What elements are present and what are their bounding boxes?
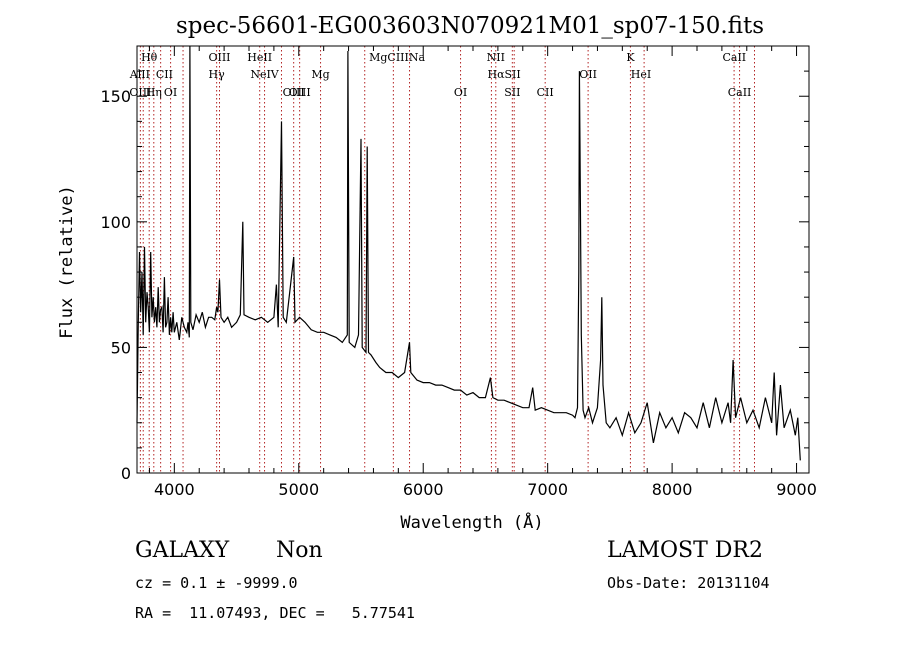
spectral-line-label: NII	[487, 51, 505, 64]
coordinates: RA = 11.07493, DEC = 5.77541	[135, 604, 415, 622]
observation-date: Obs-Date: 20131104	[607, 574, 770, 592]
spectral-line-label: NeIV	[250, 68, 279, 81]
spectral-line-label: CaII	[722, 51, 746, 64]
spectral-line-label: OI	[454, 86, 467, 99]
spectrum-line	[136, 45, 801, 461]
chart-title: spec-56601-EG003603N070921M01_sp07-150.f…	[176, 13, 764, 39]
spectral-line-label: OII	[579, 68, 597, 81]
spectral-line-label: OIII	[208, 51, 230, 64]
x-tick-label: 8000	[652, 480, 693, 499]
spectral-line-label: CII	[156, 68, 173, 81]
spectral-line-label: OIII	[283, 86, 305, 99]
x-tick-label: 5000	[278, 480, 319, 499]
spectral-line-label: MgCIIINa	[369, 51, 425, 64]
spectral-line-label: OI	[164, 86, 177, 99]
y-axis-label: Flux (relative)	[57, 185, 77, 339]
x-axis-label: Wavelength (Å)	[400, 511, 543, 533]
y-tick-label: 100	[100, 213, 131, 232]
object-type: GALAXY	[135, 538, 230, 563]
spectral-line-label: AlII	[129, 68, 150, 81]
y-tick-label: 150	[100, 87, 131, 106]
x-tick-label: 6000	[403, 480, 444, 499]
spectral-marker-lines	[139, 46, 755, 473]
axes: 4000 5000 6000 7000 8000 9000 0 50 100 150	[100, 45, 817, 499]
spectral-line-label: HαSII	[487, 68, 520, 81]
spectral-line-label: Hη	[146, 86, 162, 99]
x-tick-label: 9000	[776, 480, 817, 499]
survey-name: LAMOST DR2	[607, 538, 763, 563]
spectral-line-label: K	[626, 51, 635, 64]
spectral-line-label: HeI	[631, 68, 651, 81]
redshift-info: cz = 0.1 ± -9999.0	[135, 574, 298, 592]
spectral-line-label: CaII	[728, 86, 752, 99]
x-tick-label: 7000	[527, 480, 568, 499]
spectral-line-label: SII	[504, 86, 520, 99]
plot-frame	[136, 45, 810, 474]
x-tick-label: 4000	[154, 480, 195, 499]
y-tick-label: 50	[111, 338, 131, 357]
spectral-line-label: Hγ	[209, 68, 226, 81]
spectral-line-label: OIII	[289, 86, 311, 99]
spectral-line-label: HeII	[247, 51, 272, 64]
object-subclass: Non	[276, 538, 323, 563]
spectral-line-label: Hθ	[141, 51, 158, 64]
y-tick-label: 0	[121, 464, 131, 483]
spectral-line-label: Mg	[311, 68, 329, 81]
spectral-marker-labels: HθAlIIOIIIHηCIIOIOIIIHγHeIINeIVOIIIOIIIM…	[129, 51, 752, 99]
spectral-line-label: CII	[537, 86, 554, 99]
